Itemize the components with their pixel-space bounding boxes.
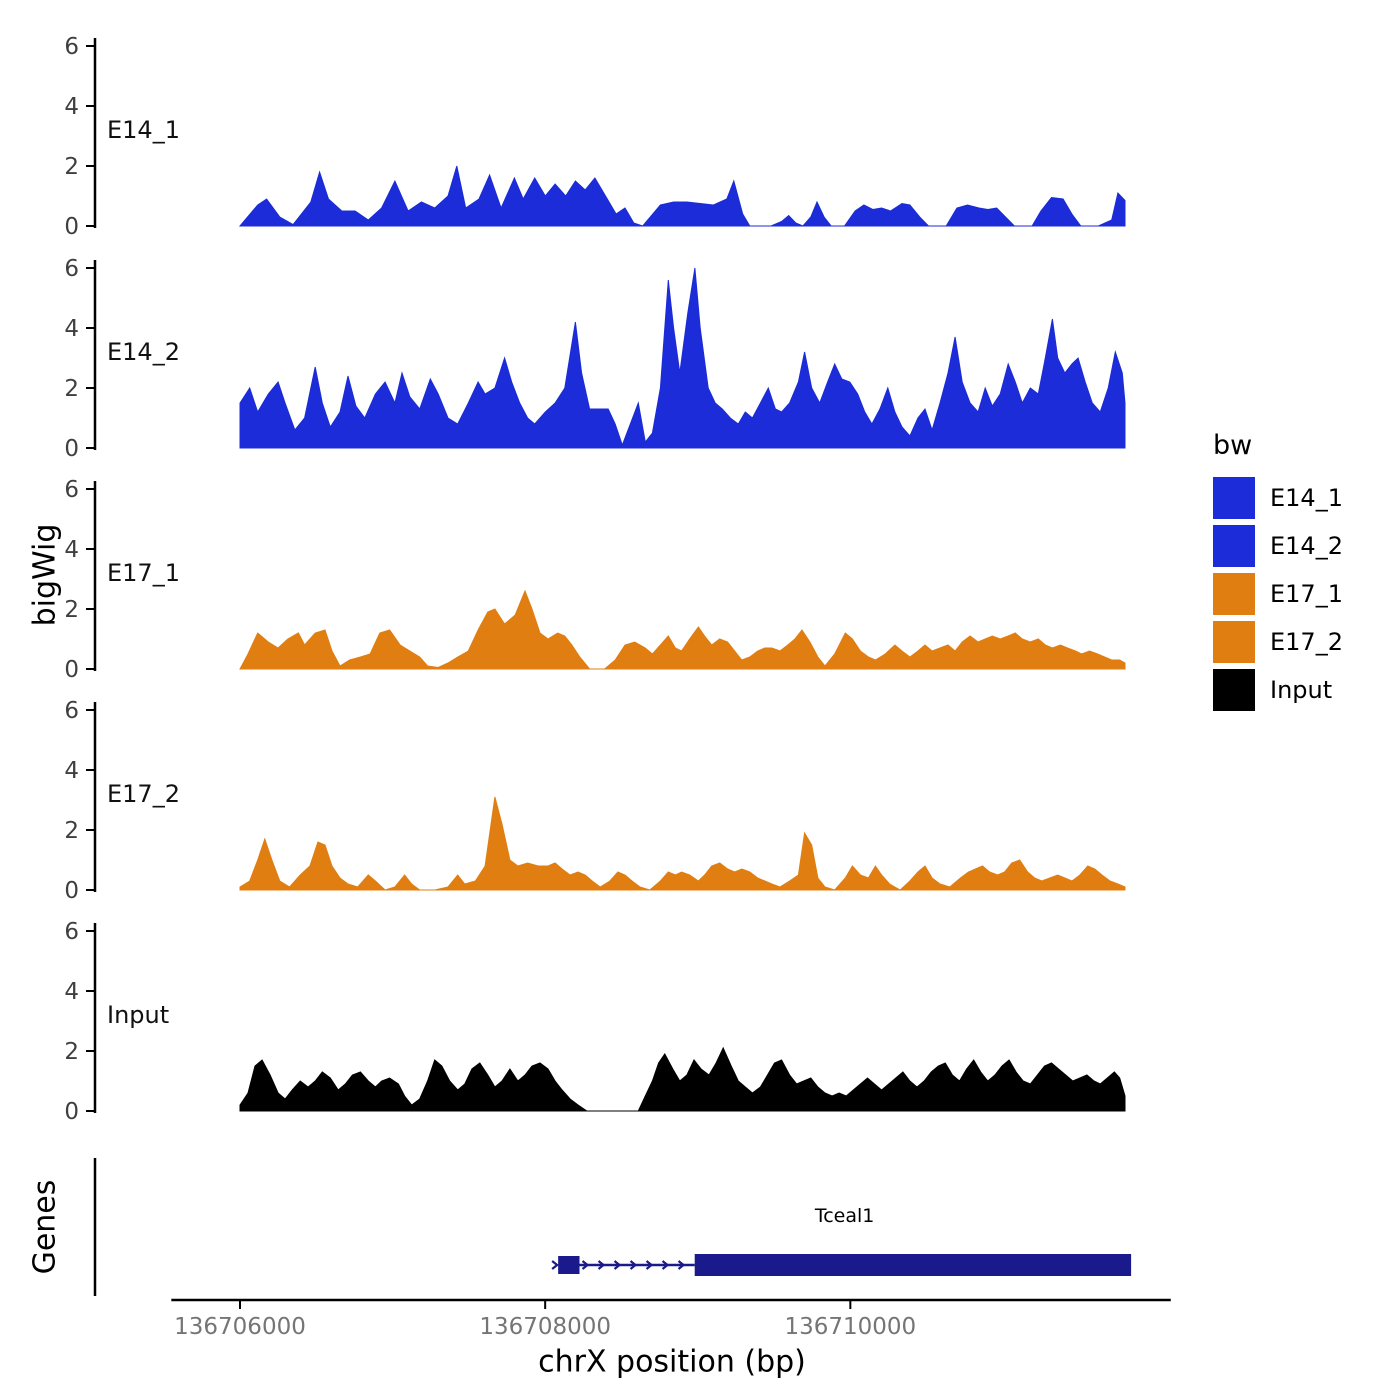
- legend-swatch-e17-1: [1213, 573, 1255, 615]
- legend-swatch-e14-2: [1213, 525, 1255, 567]
- x-axis-title: chrX position (bp): [538, 1344, 806, 1380]
- x-tick-label: 136710000: [784, 1314, 916, 1340]
- strand-arrow-icon: [661, 1260, 670, 1270]
- y-tick-label: 0: [64, 1099, 79, 1125]
- x-tick-label: 136708000: [479, 1314, 611, 1340]
- y-tick-label: 4: [64, 758, 79, 784]
- y-tick-label: 4: [64, 316, 79, 342]
- coverage-area-E17_1: [239, 589, 1126, 670]
- coverage-area-E17_2: [239, 796, 1126, 891]
- y-tick-label: 6: [64, 698, 79, 724]
- y-tick-label: 2: [64, 818, 79, 844]
- coverage-area-E14_2: [239, 267, 1126, 449]
- genes-track: Tceal1: [93, 1158, 1132, 1296]
- track-label-E17_2: E17_2: [107, 780, 180, 808]
- y-tick-label: 0: [64, 436, 79, 462]
- y-tick-label: 4: [64, 979, 79, 1005]
- legend-item-input: Input: [1213, 669, 1343, 711]
- y-tick-label: 6: [64, 477, 79, 503]
- y-tick-label: 2: [64, 1039, 79, 1065]
- gene-exon-thick: [694, 1254, 1132, 1276]
- legend-title: bw: [1213, 430, 1253, 461]
- x-axis: 136706000 136708000 136710000: [171, 1298, 1171, 1340]
- y-tick-label: 2: [64, 597, 79, 623]
- y-tick-label: 0: [64, 657, 79, 683]
- track-E14_2: 0 2 4 6 E14_2: [64, 256, 1126, 462]
- legend-label: Input: [1270, 676, 1333, 704]
- strand-arrow-icon: [677, 1260, 686, 1270]
- legend-item-e17-2: E17_2: [1213, 621, 1343, 663]
- track-Input: 0 2 4 6 Input: [64, 919, 1126, 1125]
- y-tick-label: 0: [64, 214, 79, 240]
- coverage-area-E14_1: [238, 165, 1126, 227]
- y-axis-title-bigwig: bigWig: [27, 523, 63, 627]
- track-label-E17_1: E17_1: [107, 559, 180, 587]
- track-label-Input: Input: [107, 1001, 169, 1029]
- y-tick-label: 0: [64, 878, 79, 904]
- legend: bw E14_1 E14_2 E17_1 E17_2 Input: [1213, 430, 1343, 717]
- gene-label: Tceal1: [814, 1205, 875, 1227]
- y-tick-label: 6: [64, 256, 79, 282]
- strand-arrow-icon: [613, 1260, 622, 1270]
- legend-label: E14_2: [1270, 532, 1343, 560]
- y-tick-label: 6: [64, 34, 79, 60]
- track-E17_2: 0 2 4 6 E17_2: [64, 698, 1126, 904]
- coverage-area-Input: [239, 1046, 1126, 1112]
- strand-arrow-icon: [551, 1260, 559, 1270]
- y-tick-label: 4: [64, 94, 79, 120]
- y-axis-title-genes: Genes: [27, 1179, 63, 1275]
- strand-arrow-icon: [645, 1260, 654, 1270]
- legend-swatch-e14-1: [1213, 477, 1255, 519]
- track-label-E14_1: E14_1: [107, 116, 180, 144]
- legend-label: E14_1: [1270, 484, 1343, 512]
- legend-swatch-e17-2: [1213, 621, 1255, 663]
- y-tick-label: 2: [64, 154, 79, 180]
- x-tick-label: 136706000: [174, 1314, 306, 1340]
- legend-swatch-input: [1213, 669, 1255, 711]
- strand-arrow-icon: [629, 1260, 638, 1270]
- legend-item-e14-2: E14_2: [1213, 525, 1343, 567]
- track-E17_1: 0 2 4 6 E17_1: [64, 477, 1126, 683]
- y-tick-label: 2: [64, 376, 79, 402]
- y-tick-label: 6: [64, 919, 79, 945]
- strand-arrow-icon: [597, 1260, 606, 1270]
- legend-label: E17_1: [1270, 580, 1343, 608]
- gene-exon-narrow: [558, 1256, 580, 1274]
- track-label-E14_2: E14_2: [107, 338, 180, 366]
- track-E14_1: 0 2 4 6 E14_1: [64, 34, 1126, 240]
- legend-item-e14-1: E14_1: [1213, 477, 1343, 519]
- y-tick-label: 4: [64, 537, 79, 563]
- strand-arrow-icon: [581, 1260, 590, 1270]
- legend-label: E17_2: [1270, 628, 1343, 656]
- legend-item-e17-1: E17_1: [1213, 573, 1343, 615]
